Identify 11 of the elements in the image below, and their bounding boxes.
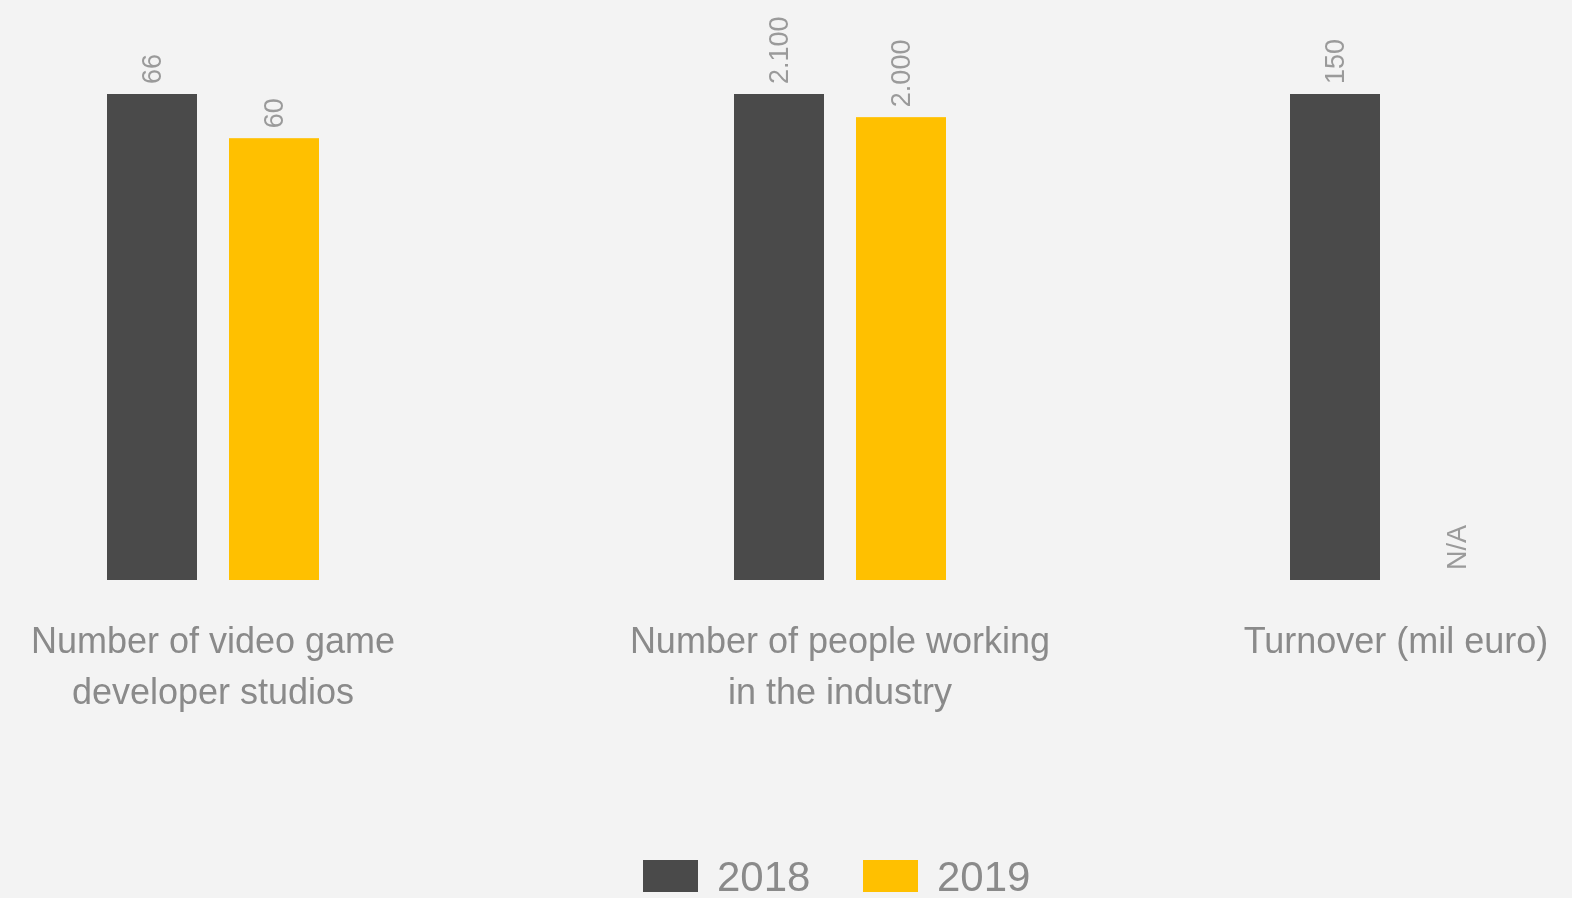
x-tick-label: Turnover (mil euro) [1243, 620, 1549, 661]
legend-label: 2019 [937, 853, 1031, 898]
data-label: 2.000 [886, 39, 916, 108]
data-label: 66 [137, 53, 167, 84]
text: N/A [1442, 524, 1472, 570]
data-label: 150 [1320, 38, 1350, 84]
data-label: 2.100 [764, 16, 794, 84]
x-tick-label: Number of video game developer studios [30, 620, 396, 712]
x-tick-label: Number of people working in the industry [629, 620, 1051, 712]
data-label: 60 [259, 98, 289, 129]
legend-label: 2018 [717, 853, 811, 898]
